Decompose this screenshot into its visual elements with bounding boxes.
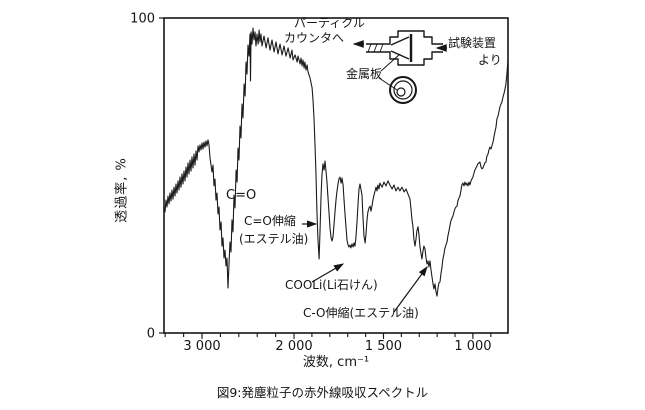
co-stretch-peak-arrow	[393, 266, 428, 313]
apparatus-body-bottom-outline	[366, 51, 443, 66]
carbonyl-stretch-annotation: C=O伸縮	[244, 214, 296, 228]
carbonyl-stretch-sub-annotation: (エステル油)	[239, 232, 309, 246]
tube-hatching	[367, 43, 384, 53]
nozzle-cone	[390, 36, 410, 60]
cooli-peak-arrow	[311, 263, 345, 283]
metal-plate-side-pointer-line	[380, 53, 401, 72]
to-counter-label-line1: パーティクル	[294, 16, 365, 30]
to-counter-label-line2: カウンタへ	[284, 31, 345, 45]
metal-plate-front-view	[389, 76, 417, 104]
metal-plate-front-pointer-line	[378, 77, 398, 91]
from-equipment-label-line1: 試験装置	[448, 36, 497, 50]
x-tick-label: 2 000	[275, 339, 312, 354]
from-equipment-label-line2: より	[478, 53, 502, 67]
y-tick-label: 100	[130, 12, 155, 27]
chart-axes-and-curve: 3 000 2 000 1 500 1 000 100 0	[130, 12, 509, 354]
apparatus-body-top-outline	[366, 30, 443, 45]
y-axis-title: 透過率, %	[114, 157, 130, 223]
figure-caption: 図9:発塵粒子の赤外線吸収スペクトル	[216, 385, 429, 400]
apparatus-inset-diagram	[352, 30, 447, 104]
x-tick-label: 3 000	[183, 339, 220, 354]
carbonyl-annotation: C=O	[226, 188, 257, 203]
co-stretch-annotation: C-O伸縮(エステル油)	[303, 306, 419, 320]
x-tick-label: 1 000	[454, 339, 491, 354]
x-axis-title: 波数, cm⁻¹	[302, 355, 370, 370]
y-tick-label: 0	[147, 327, 155, 342]
metal-plate-label: 金属板	[346, 67, 383, 81]
x-tick-label: 1 500	[365, 339, 402, 354]
plot-frame	[163, 17, 509, 334]
spectrum-curve	[163, 27, 509, 297]
cooli-annotation: COOLi(Li石けん)	[285, 278, 378, 292]
